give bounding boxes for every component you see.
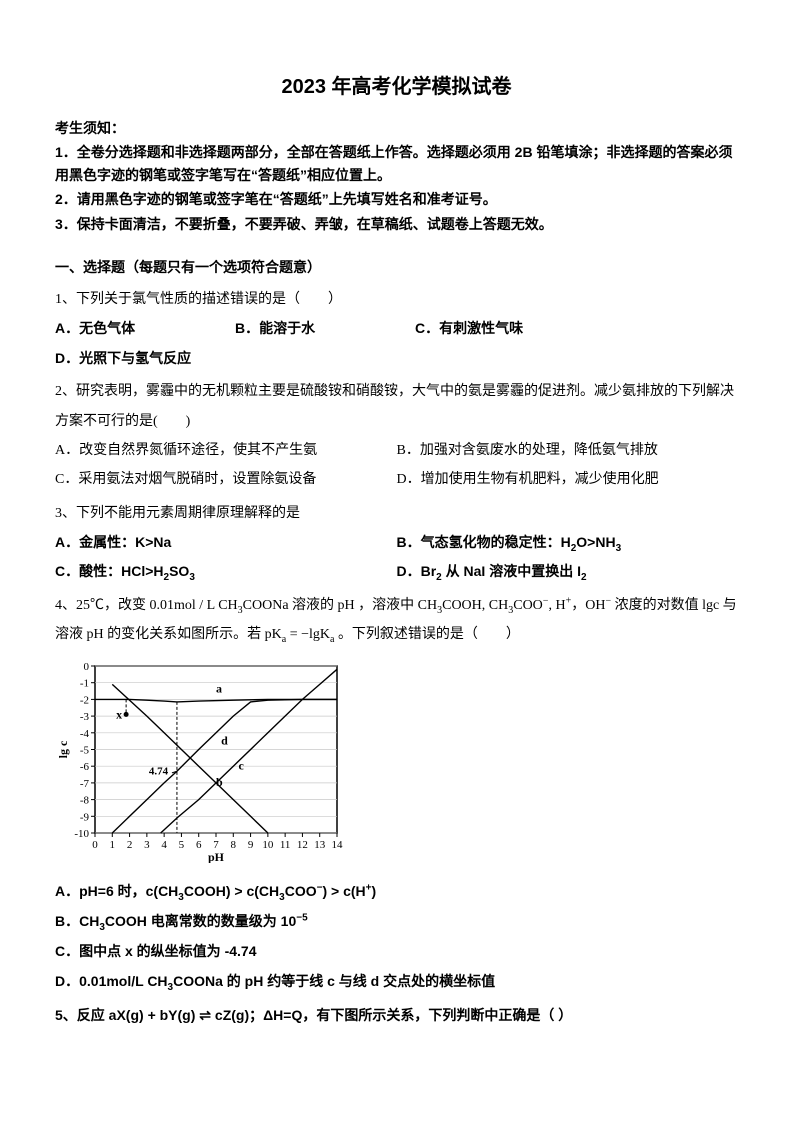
q3-b-mid: O>NH (576, 534, 615, 550)
q4a-3: COOH) > c(CH (184, 883, 279, 899)
svg-text:4.74: 4.74 (149, 765, 169, 777)
svg-text:12: 12 (297, 839, 308, 851)
q4-s15: = −lgK (286, 627, 330, 642)
q3-b-pre: B．气态氢化物的稳定性：H (397, 534, 571, 550)
svg-text:1: 1 (110, 839, 116, 851)
q4a-1: A．pH=6 时，c(CH (55, 883, 178, 899)
q3-d-mid: 从 NaI 溶液中置换出 I (442, 563, 581, 579)
q4d-3: COONa 的 pH 约等于线 c 与线 d 交点处的横坐标值 (173, 973, 495, 989)
svg-text:11: 11 (280, 839, 291, 851)
q4a-9: ) (371, 883, 376, 899)
svg-text:8: 8 (231, 839, 237, 851)
question-4: 4、25℃，改变 0.01mol / L CH 3 COONa 溶液的 pH ，溶液… (55, 591, 738, 997)
q4-s7: COO (513, 598, 543, 613)
q1-opt-a: A．无色气体 (55, 314, 205, 343)
svg-text:x: x (116, 707, 122, 721)
q3-c-mid: SO (169, 563, 189, 579)
q4-s9: , H (548, 598, 565, 613)
q4-stem: 4、25℃，改变 0.01mol / L CH3COONa 溶液的 pH ，溶液… (55, 591, 738, 650)
svg-text:0: 0 (92, 839, 98, 851)
svg-text:4: 4 (161, 839, 167, 851)
svg-text:d: d (221, 733, 228, 747)
question-1: 1、下列关于氯气性质的描述错误的是（ ） A．无色气体 B．能溶于水 C．有刺激… (55, 285, 738, 373)
svg-text:3: 3 (144, 839, 150, 851)
svg-text:-7: -7 (80, 778, 90, 790)
instruction-line-2: 2．请用黑色字迹的钢笔或签字笔在“答题纸”上先填写姓名和准考证号。 (55, 188, 738, 210)
q3-c-sub2: 3 (189, 572, 195, 583)
q2-opt-b: B．加强对含氨废水的处理，降低氨气排放 (397, 436, 739, 465)
svg-text:pH: pH (208, 850, 225, 863)
svg-text:lg c: lg c (56, 740, 70, 758)
q1-stem: 1、下列关于氯气性质的描述错误的是（ ） (55, 285, 738, 314)
q4a-5: COO (285, 883, 317, 899)
svg-text:-4: -4 (80, 727, 90, 739)
q4b-4: −5 (296, 912, 307, 923)
q4-opt-a: A．pH=6 时，c(CH3COOH) > c(CH3COO−) > c(H+) (55, 877, 738, 907)
svg-text:6: 6 (196, 839, 202, 851)
svg-text:c: c (238, 758, 244, 772)
q4-opt-c: C．图中点 x 的纵坐标值为 -4.74 (55, 937, 738, 966)
q5-stem: 5、反应 aX(g) + bY(g) ⇌ cZ(g)；ΔH=Q，有下图所示关系，… (55, 1001, 738, 1030)
svg-text:-9: -9 (80, 811, 90, 823)
q2-opt-d: D．增加使用生物有机肥料，减少使用化肥 (397, 465, 739, 494)
instruction-line-3: 3．保持卡面清洁，不要折叠，不要弄破、弄皱，在草稿纸、试题卷上答题无效。 (55, 213, 738, 235)
instructions-heading: 考生须知： (55, 117, 738, 139)
svg-text:-10: -10 (74, 828, 89, 840)
q4-opt-b: B．CH3COOH 电离常数的数量级为 10−5 (55, 907, 738, 937)
question-2: 2、研究表明，雾霾中的无机颗粒主要是硫酸铵和硝酸铵，大气中的氨是雾霾的促进剂。减… (55, 377, 738, 495)
q4-opt-d: D．0.01mol/L CH3COONa 的 pH 约等于线 c 与线 d 交点… (55, 967, 738, 997)
q3-b-sub2: 3 (616, 543, 622, 554)
q4-chart: 0-1-2-3-4-5-6-7-8-9-10012345678910111213… (55, 658, 345, 863)
q4b-3: COOH 电离常数的数量级为 10 (105, 913, 296, 929)
svg-text:-5: -5 (80, 744, 90, 756)
svg-text:-8: -8 (80, 794, 90, 806)
q3-stem: 3、下列不能用元素周期律原理解释的是 (55, 499, 738, 528)
q3-d-sub2: 2 (581, 572, 587, 583)
q3-c-pre: C．酸性：HCl>H (55, 563, 164, 579)
q1-opt-c: C．有刺激性气味 (415, 314, 585, 343)
question-3: 3、下列不能用元素周期律原理解释的是 A．金属性：K>Na B．气态氢化物的稳定… (55, 499, 738, 587)
q4-s1: 4、25℃，改变 0.01mol / L CH (55, 598, 238, 613)
chart-svg: 0-1-2-3-4-5-6-7-8-9-10012345678910111213… (55, 658, 345, 863)
svg-text:5: 5 (179, 839, 185, 851)
instructions-block: 考生须知： 1．全卷分选择题和非选择题两部分，全部在答题纸上作答。选择题必须用 … (55, 117, 738, 235)
svg-text:13: 13 (314, 839, 326, 851)
svg-text:9: 9 (248, 839, 254, 851)
svg-text:0: 0 (84, 661, 90, 673)
q4-s17: 。下列叙述错误的是（ ） (334, 627, 520, 642)
q2-opt-a: A．改变自然界氮循环途径，使其不产生氨 (55, 436, 397, 465)
q4-s3: COONa 溶液的 pH ，溶液中 CH (243, 598, 437, 613)
q4-s11: ，OH (571, 598, 605, 613)
svg-text:b: b (216, 775, 223, 789)
q1-opt-b: B．能溶于水 (235, 314, 385, 343)
section-1-head: 一、选择题（每题只有一个选项符合题意） (55, 257, 738, 277)
q3-opt-a: A．金属性：K>Na (55, 528, 397, 557)
q2-options: A．改变自然界氮循环途径，使其不产生氨 B．加强对含氨废水的处理，降低氨气排放 … (55, 436, 738, 495)
q4-s5: COOH, CH (442, 598, 508, 613)
svg-text:-6: -6 (80, 761, 90, 773)
instruction-line-1: 1．全卷分选择题和非选择题两部分，全部在答题纸上作答。选择题必须用 2B 铅笔填… (55, 141, 738, 186)
q2-opt-c: C．采用氨法对烟气脱硝时，设置除氨设备 (55, 465, 397, 494)
q3-options: A．金属性：K>Na B．气态氢化物的稳定性：H2O>NH3 C．酸性：HCl>… (55, 528, 738, 587)
q1-opt-d: D．光照下与氢气反应 (55, 344, 191, 373)
q3-d-pre: D．Br (397, 563, 437, 579)
q1-options: A．无色气体 B．能溶于水 C．有刺激性气味 D．光照下与氢气反应 (55, 314, 738, 373)
svg-text:a: a (216, 681, 222, 695)
svg-text:-1: -1 (80, 677, 89, 689)
exam-page: 2023 年高考化学模拟试卷 考生须知： 1．全卷分选择题和非选择题两部分，全部… (0, 0, 793, 1122)
q3-opt-d: D．Br2 从 NaI 溶液中置换出 I2 (397, 557, 739, 586)
q4d-1: D．0.01mol/L CH (55, 973, 168, 989)
q3-opt-b: B．气态氢化物的稳定性：H2O>NH3 (397, 528, 739, 557)
q2-stem: 2、研究表明，雾霾中的无机颗粒主要是硫酸铵和硝酸铵，大气中的氨是雾霾的促进剂。减… (55, 377, 738, 436)
svg-text:-2: -2 (80, 694, 89, 706)
question-5: 5、反应 aX(g) + bY(g) ⇌ cZ(g)；ΔH=Q，有下图所示关系，… (55, 1001, 738, 1030)
svg-text:10: 10 (262, 839, 274, 851)
svg-text:2: 2 (127, 839, 133, 851)
svg-text:-3: -3 (80, 711, 90, 723)
q4a-7: ) > c(H (322, 883, 365, 899)
q3-opt-c: C．酸性：HCl>H2SO3 (55, 557, 397, 586)
svg-text:14: 14 (332, 839, 344, 851)
q4b-1: B．CH (55, 913, 99, 929)
page-title: 2023 年高考化学模拟试卷 (55, 70, 738, 99)
